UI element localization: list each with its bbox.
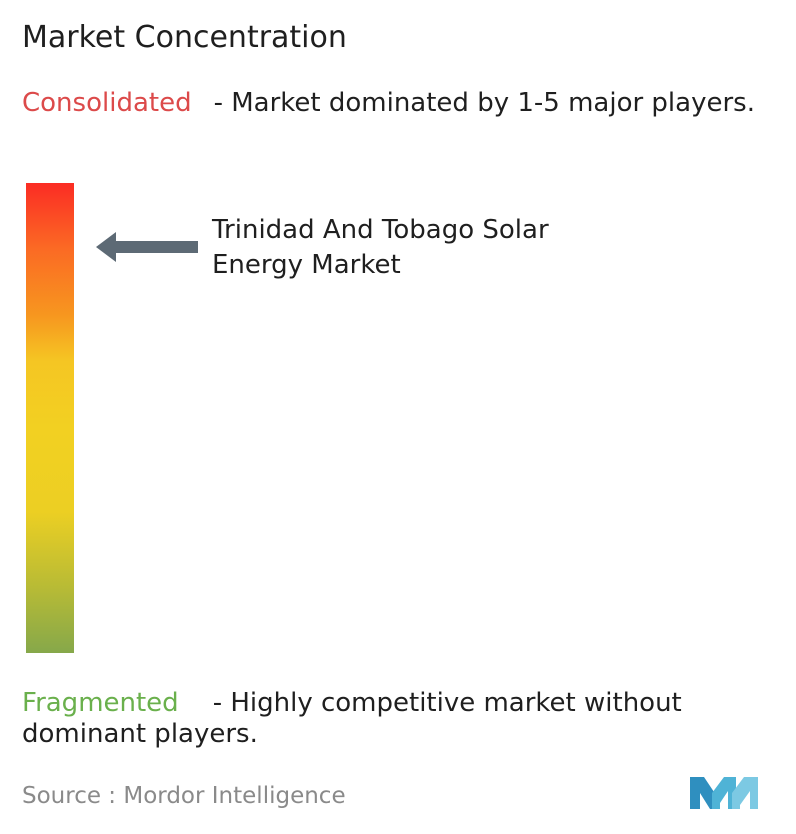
- consolidated-term: Consolidated: [22, 88, 192, 118]
- fragmented-description: Fragmented - Highly competitive market wi…: [22, 688, 782, 750]
- fragmented-text: - Highly competitive market without domi…: [22, 688, 682, 749]
- fragmented-term: Fragmented: [22, 688, 179, 718]
- source-credit: Source : Mordor Intelligence: [22, 783, 346, 809]
- chart-title: Market Concentration: [22, 20, 347, 55]
- market-label: Trinidad And Tobago Solar Energy Market: [212, 215, 549, 280]
- consolidated-text: - Market dominated by 1-5 major players.: [213, 88, 755, 118]
- mordor-intelligence-logo-icon: [690, 777, 758, 809]
- consolidated-description: Consolidated - Market dominated by 1-5 ma…: [22, 88, 782, 119]
- market-position-arrow-icon: [96, 232, 198, 262]
- concentration-scale-bar: [26, 183, 74, 653]
